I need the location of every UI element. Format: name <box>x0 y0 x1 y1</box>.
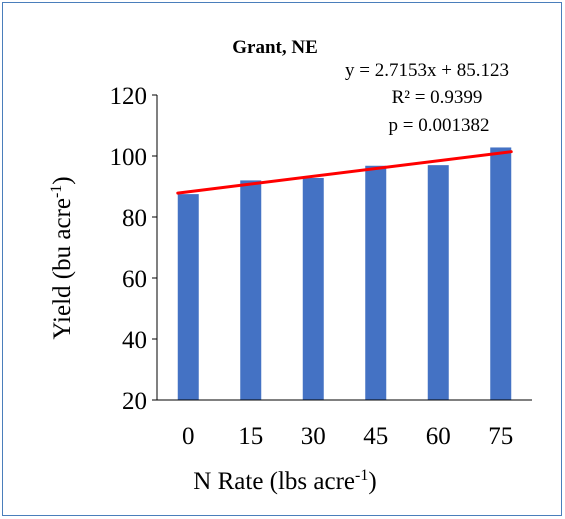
chart-title: Grant, NE <box>232 37 318 58</box>
bar-15 <box>240 180 262 400</box>
y-tick-label: 60 <box>122 266 147 293</box>
x-axis-label-main: N Rate (lbs acre <box>193 468 355 495</box>
x-axis-label-sup: -1 <box>355 467 368 484</box>
bar-30 <box>302 177 324 400</box>
p-value-label: p = 0.001382 <box>389 115 490 136</box>
y-tick-label: 40 <box>122 327 147 354</box>
y-tick-label: 100 <box>110 144 148 171</box>
bar-75 <box>490 147 512 400</box>
x-axis-label-end: ) <box>368 468 376 495</box>
bars <box>177 147 512 400</box>
y-tick-label: 120 <box>110 83 148 110</box>
bar-60 <box>427 165 449 400</box>
y-axis-label-sup: -1 <box>48 185 65 198</box>
r-squared-label: R² = 0.9399 <box>392 87 483 108</box>
bar-45 <box>365 165 387 400</box>
y-tick-label: 80 <box>122 205 147 232</box>
y-axis-label-main: Yield (bu acre <box>49 198 76 340</box>
x-tick-label: 0 <box>182 423 195 450</box>
x-tick-label: 60 <box>426 423 451 450</box>
x-tick-label: 45 <box>363 423 388 450</box>
y-axis-label-end: ) <box>49 176 76 184</box>
x-tick-label: 15 <box>238 423 263 450</box>
x-axis-label: N Rate (lbs acre-1) <box>193 467 376 495</box>
y-tick-label: 20 <box>122 388 147 415</box>
x-tick-labels: 0 15 30 45 60 75 <box>182 423 513 450</box>
bar-0 <box>177 194 199 400</box>
trendline <box>176 150 513 195</box>
trendline-equation: y = 2.7153x + 85.123 <box>345 60 509 81</box>
x-tick-label: 30 <box>301 423 326 450</box>
x-tick-label: 75 <box>488 423 513 450</box>
y-axis-label: Yield (bu acre-1) <box>48 176 76 339</box>
y-tick-labels: 20 40 60 80 100 120 <box>110 83 157 415</box>
